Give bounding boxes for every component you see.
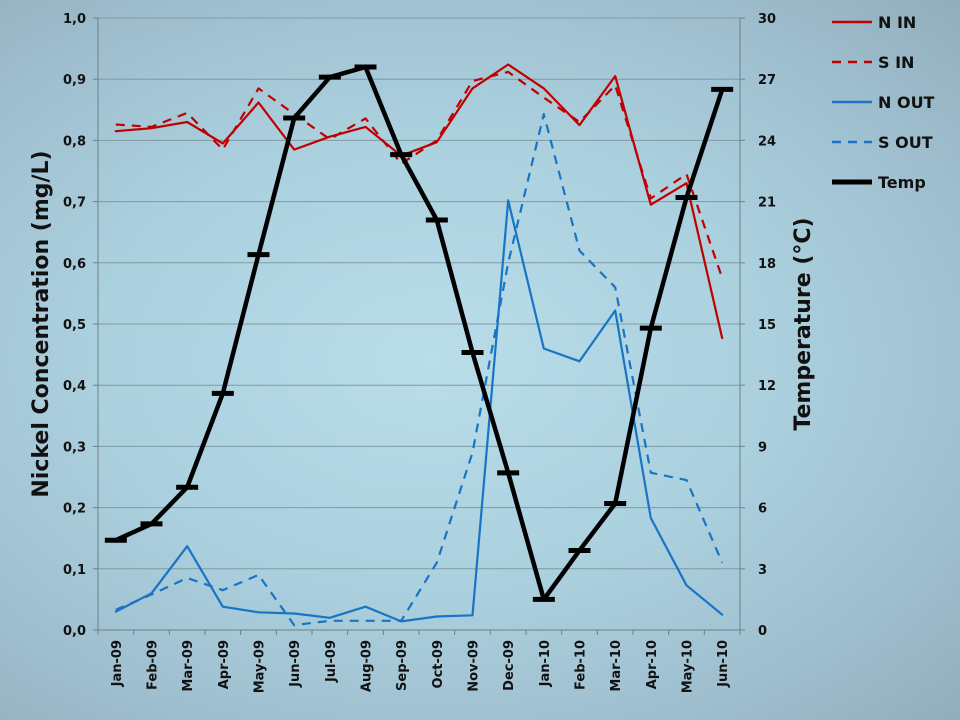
x-tick-label: Dec-09 bbox=[502, 640, 517, 691]
x-tick-label: Aug-09 bbox=[360, 640, 375, 692]
y-tick-label: 0,4 bbox=[63, 379, 86, 394]
y2-tick-label: 15 bbox=[758, 318, 776, 333]
x-tick-label: Oct-09 bbox=[431, 640, 446, 688]
y2-tick-label: 21 bbox=[758, 196, 776, 211]
x-tick-label: Nov-09 bbox=[467, 640, 482, 692]
y-tick-label: 0,1 bbox=[63, 563, 86, 578]
x-tick-label: Apr-09 bbox=[217, 640, 232, 689]
gridlines bbox=[98, 17, 740, 631]
legend: N IN S IN N OUT S OUT Temp bbox=[832, 13, 935, 192]
y-tick-label: 1,0 bbox=[63, 12, 86, 27]
x-tick-label: May-09 bbox=[253, 640, 268, 693]
y-tick-label: 0,2 bbox=[63, 502, 86, 517]
y-tick-label: 0,6 bbox=[63, 257, 86, 272]
y2-tick-label: 9 bbox=[758, 440, 767, 455]
y-tick-label: 0,0 bbox=[63, 624, 86, 639]
axes bbox=[93, 17, 745, 635]
series-line-n-out bbox=[114, 199, 724, 623]
x-tick-label: Sep-09 bbox=[395, 640, 410, 691]
y2-tick-label: 18 bbox=[758, 257, 776, 272]
y-tick-label: 0,5 bbox=[63, 318, 86, 333]
y2-tick-label: 30 bbox=[758, 12, 776, 27]
series-line-temp bbox=[113, 64, 725, 602]
y-tick-label: 0,9 bbox=[63, 73, 86, 88]
series-line-s-out bbox=[115, 112, 724, 627]
x-tick-label: Feb-09 bbox=[146, 640, 161, 690]
y-tick-label: 0,7 bbox=[63, 196, 86, 211]
y2-tick-label: 3 bbox=[758, 563, 767, 578]
x-tick-label: Jun-09 bbox=[288, 640, 303, 688]
x-tick-label: Jun-10 bbox=[716, 640, 731, 688]
tick-labels: 0,0 0,1 0,2 0,3 0,4 0,5 0,6 0,7 0,8 0,9 1,0 0 3 6 9 12 1… bbox=[63, 12, 776, 693]
y2-tick-label: 12 bbox=[758, 379, 776, 394]
x-tick-label: Jul-09 bbox=[324, 640, 339, 683]
legend-label: S IN bbox=[878, 53, 914, 72]
legend-label: Temp bbox=[878, 173, 926, 192]
y2-tick-label: 6 bbox=[758, 502, 767, 517]
y-tick-label: 0,3 bbox=[63, 440, 86, 455]
legend-label: S OUT bbox=[878, 133, 933, 152]
x-tick-label: Mar-10 bbox=[609, 640, 624, 692]
x-tick-label: Jan-10 bbox=[538, 640, 553, 687]
y-tick-label: 0,8 bbox=[63, 134, 86, 149]
y2-tick-label: 27 bbox=[758, 73, 776, 88]
series-lines bbox=[104, 63, 734, 627]
x-tick-label: May-10 bbox=[681, 640, 696, 693]
y-axis-title: Nickel Concentration (mg/L) bbox=[29, 150, 54, 497]
series-line-n-in bbox=[114, 63, 724, 340]
x-tick-label: Jan-09 bbox=[110, 640, 125, 687]
y2-tick-label: 0 bbox=[758, 624, 767, 639]
legend-label: N OUT bbox=[878, 93, 935, 112]
x-tick-label: Apr-10 bbox=[645, 640, 660, 689]
y2-axis-title: Temperature (°C) bbox=[791, 217, 816, 430]
y2-tick-label: 24 bbox=[758, 134, 776, 149]
x-tick-label: Mar-09 bbox=[181, 640, 196, 692]
legend-label: N IN bbox=[878, 13, 916, 32]
series-line-s-in bbox=[115, 70, 724, 279]
x-tick-label: Feb-10 bbox=[574, 640, 589, 690]
